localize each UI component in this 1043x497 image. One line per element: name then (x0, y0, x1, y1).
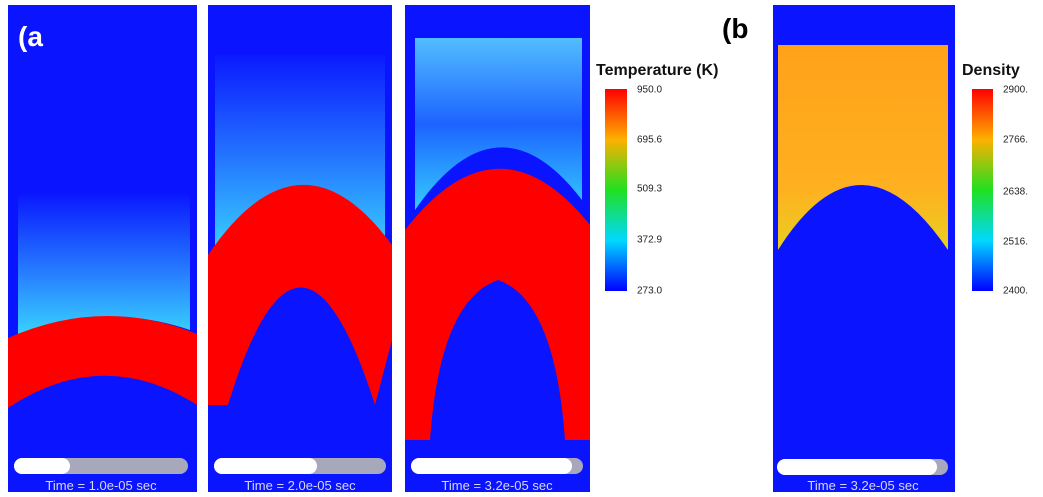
colorbar: Density 2900. 2766. 2638. 2516. 2400. (962, 62, 1028, 297)
time-label: Time = 3.2e-05 sec (807, 478, 919, 493)
panel-label: (b (722, 13, 748, 44)
colorbar-scale (605, 89, 627, 291)
colorbar-title: Temperature (K) (596, 62, 718, 79)
colorbar-tick: 509.3 (637, 184, 662, 195)
colorbar: Temperature (K) 950.0 695.6 509.3 372.9 … (596, 62, 718, 297)
panel: Time = 2.0e-05 sec (208, 5, 392, 493)
hot-zone (8, 315, 197, 408)
colorbar-title: Density (962, 62, 1020, 79)
colorbar-tick: 2900. (1003, 85, 1028, 96)
colorbar-tick: 695.6 (637, 135, 662, 146)
field (18, 195, 190, 340)
hot-zone (405, 168, 590, 441)
time-label: Time = 2.0e-05 sec (244, 478, 356, 493)
time-progress (214, 458, 317, 474)
panel: (b Time = 3.2e-05 sec (722, 5, 955, 493)
panel: Time = 1.0e-05 sec (8, 5, 197, 493)
colorbar-tick: 2516. (1003, 237, 1028, 248)
colorbar-tick: 2766. (1003, 135, 1028, 146)
colorbar-tick: 2400. (1003, 286, 1028, 297)
colorbar-tick: 2638. (1003, 187, 1028, 198)
panel-label: (a (18, 21, 43, 52)
field (415, 38, 582, 210)
time-progress (411, 458, 572, 474)
time-label: Time = 3.2e-05 sec (441, 478, 553, 493)
colorbar-scale (972, 89, 993, 291)
time-label: Time = 1.0e-05 sec (45, 478, 157, 493)
colorbar-tick: 950.0 (637, 85, 662, 96)
field (778, 45, 948, 250)
time-progress (14, 458, 70, 474)
time-progress (777, 459, 937, 475)
colorbar-tick: 372.9 (637, 235, 662, 246)
colorbar-tick: 273.0 (637, 286, 662, 297)
hot-zone (208, 184, 392, 405)
panel: Time = 3.2e-05 sec (405, 5, 590, 493)
